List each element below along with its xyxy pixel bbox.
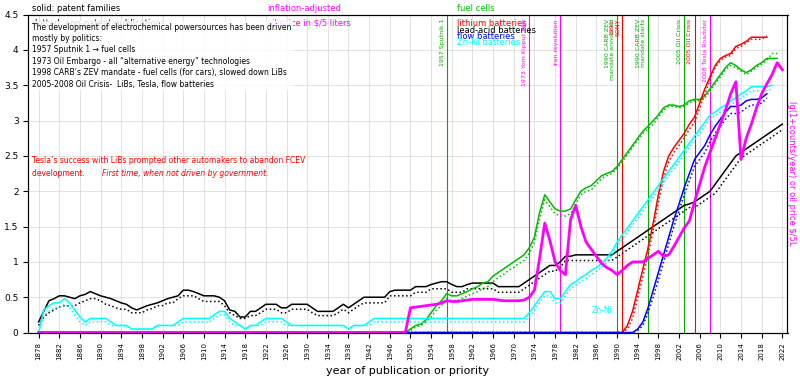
Text: lithium batteries: lithium batteries (458, 19, 527, 28)
Text: solid: patent families: solid: patent families (32, 4, 120, 13)
Text: Zn-Ni: Zn-Ni (591, 306, 612, 315)
Text: Iran.revolution: Iran.revolution (553, 19, 558, 65)
X-axis label: year of publication or priority: year of publication or priority (326, 366, 490, 376)
Text: First time, when not driven by government.: First time, when not driven by governmen… (102, 169, 269, 178)
Text: 1957 Sputnik 1: 1957 Sputnik 1 (439, 19, 445, 66)
Text: 2005 Oil Crisis: 2005 Oil Crisis (687, 19, 693, 64)
Text: The development of electrochemical powersources has been driven
mostly by politi: The development of electrochemical power… (32, 22, 291, 89)
Text: 1991
SONY: 1991 SONY (610, 19, 620, 36)
Y-axis label: lg(1+counts/year) or oil price $/5L: lg(1+counts/year) or oil price $/5L (787, 101, 796, 246)
Text: fuel cells: fuel cells (458, 4, 495, 13)
Text: 1990 CARB ZEV
mandate annouced: 1990 CARB ZEV mandate annouced (605, 19, 615, 80)
Text: oil price in $/5 liters: oil price in $/5 liters (267, 19, 351, 28)
Text: dotted: non-patent publications: dotted: non-patent publications (32, 19, 166, 28)
Text: 1990 CARB ZEV
mandate starts: 1990 CARB ZEV mandate starts (635, 19, 646, 68)
Text: Zn-Ni batteries: Zn-Ni batteries (458, 38, 521, 48)
Text: 2005 Oil Crisis: 2005 Oil Crisis (677, 19, 682, 64)
Text: lead-acid batteries: lead-acid batteries (458, 26, 536, 35)
Text: inflation-adjusted: inflation-adjusted (267, 4, 342, 13)
Text: Tesla’s success with LiBs prompted other automakers to abandon FCEV: Tesla’s success with LiBs prompted other… (32, 156, 306, 165)
Text: 2008 Tesla Roadster: 2008 Tesla Roadster (703, 19, 708, 82)
Text: 1973 Yom Kippur War: 1973 Yom Kippur War (522, 19, 527, 87)
Text: flow batteries: flow batteries (458, 32, 515, 41)
Text: development.: development. (32, 169, 87, 178)
